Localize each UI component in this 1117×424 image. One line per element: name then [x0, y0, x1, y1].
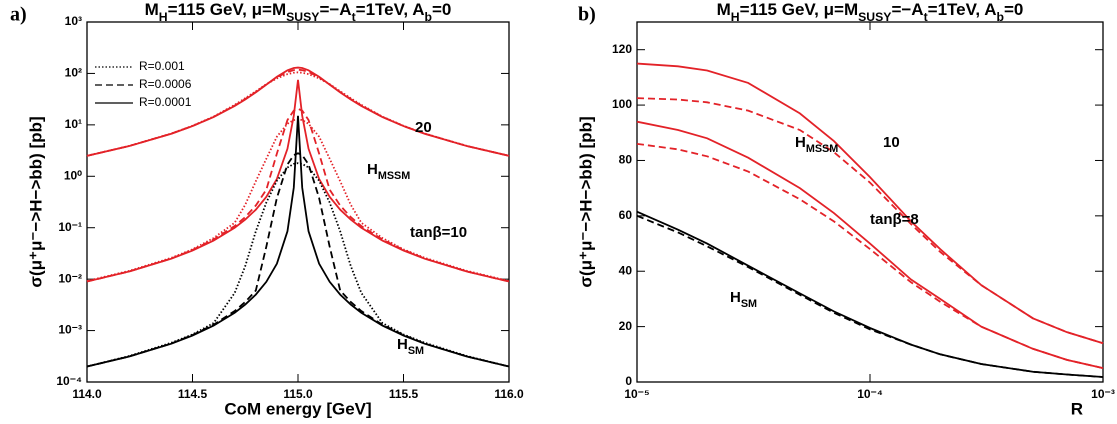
y-axis-label: σ(μ⁺μ⁻−>H−>bb) [pb] — [26, 116, 45, 287]
y-tick-label: 60 — [619, 208, 633, 222]
x-tick-label: 10⁻³ — [1091, 387, 1115, 401]
chart-title-part: H — [159, 10, 168, 24]
y-tick-label: 100 — [612, 97, 632, 111]
annotation: HSM — [397, 336, 424, 357]
annotation-part: SM — [408, 345, 424, 357]
panel-label: b) — [578, 4, 596, 26]
annotation: 20 — [415, 119, 432, 136]
x-tick-label: 10⁻⁵ — [624, 387, 649, 401]
chart-title-part: =−A — [891, 0, 923, 19]
series-line — [636, 142, 1104, 370]
chart-title-part: SUSY — [286, 10, 319, 24]
series-line — [86, 68, 510, 157]
y-tick-label: 10⁻¹ — [58, 220, 82, 234]
x-tick-label: 114.0 — [72, 387, 102, 401]
series-line — [86, 107, 510, 283]
legend-label: R=0.0001 — [139, 95, 192, 109]
series-line — [86, 152, 510, 368]
annotation: HMSSM — [367, 161, 410, 182]
chart-title-part: =0 — [1004, 0, 1023, 19]
y-tick-label: 20 — [619, 319, 633, 333]
chart-title: MH=115 GeV, μ=MSUSY=−At=1TeV, Ab=0 — [145, 0, 452, 24]
annotation-part: SM — [741, 298, 757, 310]
series-line — [86, 118, 510, 282]
annotation: HSM — [730, 289, 757, 310]
x-tick-label: 115.0 — [283, 387, 313, 401]
annotation-part: MSSM — [806, 143, 838, 155]
annotation: tanβ=8 — [870, 211, 919, 228]
annotation-part: H — [730, 289, 741, 306]
y-tick-label: 120 — [612, 42, 632, 56]
y-tick-label: 10⁻⁴ — [56, 374, 82, 388]
series-line — [86, 162, 510, 368]
chart-title-part: t — [352, 10, 356, 24]
chart-title-part: =−A — [319, 0, 351, 19]
y-axis-label: σ(μ⁺μ⁻−>H−>bb) [pb] — [576, 116, 595, 287]
plot-frame — [86, 21, 510, 383]
y-tick-label: 10⁻² — [58, 271, 82, 285]
annotation-part: H — [795, 134, 806, 151]
series-line — [636, 210, 1104, 378]
y-tick-label: 0 — [625, 374, 632, 388]
annotation: tanβ=10 — [410, 224, 467, 241]
annotation-part: H — [367, 161, 378, 178]
series-line — [636, 120, 1104, 370]
chart-title-part: t — [924, 10, 928, 24]
chart-title-part: SUSY — [858, 10, 891, 24]
chart-title-part: b — [997, 10, 1004, 24]
x-tick-label: 116.0 — [494, 387, 524, 401]
y-tick-label: 80 — [619, 153, 633, 167]
y-tick-label: 10³ — [65, 14, 82, 28]
annotation-part: H — [397, 336, 408, 353]
chart-title-part: =115 GeV, μ=M — [740, 0, 858, 19]
chart-title: MH=115 GeV, μ=MSUSY=−At=1TeV, Ab=0 — [717, 0, 1024, 24]
series-line — [86, 71, 510, 157]
legend-label: R=0.0006 — [139, 77, 192, 91]
x-tick-label: 10⁻⁴ — [857, 387, 883, 401]
y-tick-label: 10² — [65, 66, 82, 80]
series-line — [86, 79, 510, 283]
x-tick-label: 114.5 — [178, 387, 208, 401]
panel-label: a) — [10, 4, 27, 26]
chart-title-part: =115 GeV, μ=M — [168, 0, 286, 19]
y-tick-label: 10¹ — [65, 117, 82, 131]
x-axis-label: CoM energy [GeV] — [224, 399, 371, 418]
annotation: 10 — [883, 134, 900, 151]
series-line — [636, 62, 1104, 345]
chart-title-part: =1TeV, A — [356, 0, 425, 19]
annotation: HMSSM — [795, 134, 838, 155]
series-line — [636, 97, 1104, 345]
chart-title-part: =0 — [432, 0, 451, 19]
series-line — [636, 215, 1104, 378]
chart-title-part: M — [145, 0, 159, 19]
chart-title-part: H — [731, 10, 740, 24]
chart-title-part: =1TeV, A — [928, 0, 997, 19]
chart-title-part: M — [717, 0, 731, 19]
legend-label: R=0.001 — [139, 59, 185, 73]
y-tick-label: 40 — [619, 263, 633, 277]
y-tick-label: 10⁰ — [64, 168, 82, 182]
chart-title-part: b — [425, 10, 432, 24]
x-tick-label: 115.5 — [389, 387, 419, 401]
x-axis-label: R — [1071, 399, 1083, 418]
y-tick-label: 10⁻³ — [58, 323, 82, 337]
annotation-part: MSSM — [378, 170, 410, 182]
